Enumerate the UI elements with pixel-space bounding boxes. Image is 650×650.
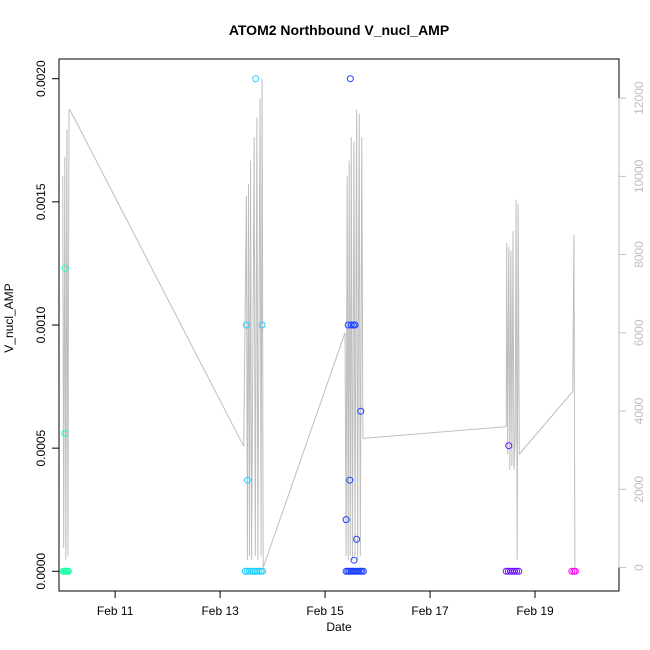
- y2-tick-label: 0: [632, 564, 646, 571]
- data-point: [353, 535, 361, 543]
- y2-tick-label: 12000: [632, 81, 646, 115]
- data-point: [258, 321, 266, 329]
- y-axis-label: V_nucl_AMP: [2, 283, 16, 352]
- data-point: [515, 567, 523, 575]
- y-tick-label: 0.0000: [34, 553, 48, 590]
- data-point: [252, 75, 260, 83]
- data-point: [255, 567, 263, 575]
- data-point: [344, 321, 352, 329]
- data-point: [347, 321, 355, 329]
- data-point: [357, 407, 365, 415]
- y2-tick-label: 8000: [632, 241, 646, 268]
- data-point: [243, 476, 251, 484]
- y-tick-label: 0.0010: [34, 306, 48, 343]
- data-point: [61, 264, 69, 272]
- x-tick-label: Feb 15: [306, 604, 344, 618]
- data-point: [511, 567, 519, 575]
- y2-tick-label: 4000: [632, 397, 646, 424]
- chart-title: ATOM2 Northbound V_nucl_AMP: [229, 22, 449, 38]
- data-point: [259, 567, 267, 575]
- y-axis: 0.0000 0.0005 0.0010 0.0015 0.0020: [34, 60, 60, 590]
- secondary-line-group: [62, 78, 576, 568]
- plot-frame: [58, 58, 620, 592]
- data-point: [246, 567, 253, 575]
- y2-axis: 0 2000 4000 6000 8000 10000 12000: [618, 81, 646, 571]
- data-point: [568, 567, 576, 575]
- y-tick-label: 0.0005: [34, 429, 48, 466]
- x-tick-label: Feb 13: [201, 604, 239, 618]
- y2-tick-label: 2000: [632, 476, 646, 503]
- data-point: [350, 556, 358, 564]
- data-point: [505, 442, 513, 450]
- data-point: [351, 321, 359, 329]
- data-point: [61, 429, 69, 437]
- secondary-series-line: [62, 78, 576, 568]
- data-point: [359, 567, 367, 575]
- data-point: [346, 476, 354, 484]
- x-tick-label: Feb 17: [411, 604, 449, 618]
- data-point: [64, 567, 72, 575]
- data-point: [342, 516, 350, 524]
- y-tick-label: 0.0020: [34, 60, 48, 97]
- x-axis: Feb 11 Feb 13 Feb 15 Feb 17 Feb 19: [97, 590, 554, 618]
- data-point: [513, 567, 521, 575]
- y2-tick-label: 6000: [632, 319, 646, 346]
- x-axis-label: Date: [326, 620, 352, 634]
- data-point: [242, 321, 250, 329]
- data-point: [346, 75, 354, 83]
- x-tick-label: Feb 19: [516, 604, 554, 618]
- y2-tick-label: 10000: [632, 159, 646, 193]
- data-point: [571, 567, 579, 575]
- x-tick-label: Feb 11: [97, 604, 134, 618]
- points-group: [59, 75, 579, 575]
- y-tick-label: 0.0015: [34, 183, 48, 220]
